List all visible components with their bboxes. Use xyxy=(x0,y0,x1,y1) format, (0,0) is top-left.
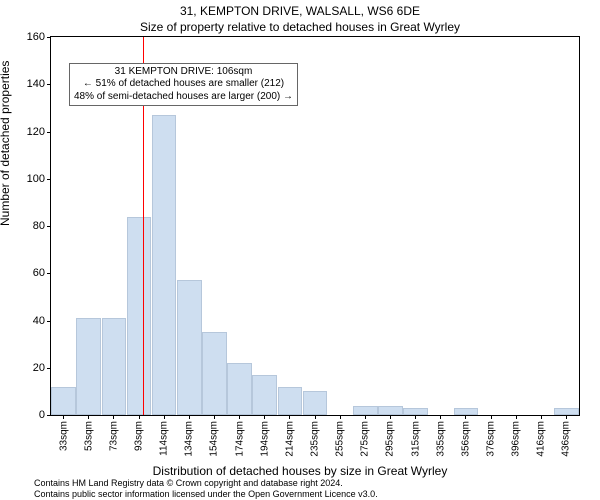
x-tick-mark xyxy=(139,415,140,419)
histogram-bar xyxy=(454,408,479,415)
histogram-bar xyxy=(102,318,127,415)
histogram-bar xyxy=(252,375,277,415)
y-tick-label: 20 xyxy=(33,362,45,374)
x-tick-mark xyxy=(289,415,290,419)
x-tick-mark xyxy=(465,415,466,419)
x-tick-mark xyxy=(365,415,366,419)
y-axis-label: Number of detached properties xyxy=(0,61,12,226)
x-tick-label: 114sqm xyxy=(159,421,170,456)
attribution-line: Contains public sector information licen… xyxy=(34,489,378,500)
x-tick-label: 93sqm xyxy=(134,421,145,451)
y-tick-label: 160 xyxy=(27,31,45,43)
x-tick-mark xyxy=(189,415,190,419)
histogram-bar xyxy=(353,406,378,415)
x-tick-label: 255sqm xyxy=(335,421,346,457)
x-tick-mark xyxy=(491,415,492,419)
x-tick-mark xyxy=(566,415,567,419)
y-tick-label: 140 xyxy=(27,78,45,90)
x-tick-label: 396sqm xyxy=(511,421,522,457)
y-tick-label: 80 xyxy=(33,220,45,232)
attribution-text: Contains HM Land Registry data © Crown c… xyxy=(34,478,378,500)
chart-container: 31, KEMPTON DRIVE, WALSALL, WS6 6DE Size… xyxy=(0,0,600,500)
x-tick-label: 194sqm xyxy=(259,421,270,457)
y-tick-mark xyxy=(47,84,51,85)
x-tick-label: 295sqm xyxy=(385,421,396,457)
x-tick-mark xyxy=(415,415,416,419)
y-tick-label: 60 xyxy=(33,267,45,279)
x-tick-label: 53sqm xyxy=(83,421,94,451)
histogram-bar xyxy=(227,363,252,415)
y-tick-mark xyxy=(47,415,51,416)
x-tick-mark xyxy=(541,415,542,419)
annotation-line: 31 KEMPTON DRIVE: 106sqm xyxy=(74,66,293,79)
histogram-bar xyxy=(554,408,579,415)
x-tick-label: 416sqm xyxy=(536,421,547,457)
x-tick-mark xyxy=(63,415,64,419)
y-tick-mark xyxy=(47,273,51,274)
x-tick-mark xyxy=(214,415,215,419)
y-tick-mark xyxy=(47,37,51,38)
y-tick-label: 0 xyxy=(39,409,45,421)
x-tick-mark xyxy=(390,415,391,419)
x-tick-mark xyxy=(113,415,114,419)
x-tick-label: 154sqm xyxy=(209,421,220,457)
x-tick-mark xyxy=(88,415,89,419)
histogram-bar xyxy=(202,332,227,415)
annotation-line: 48% of semi-detached houses are larger (… xyxy=(74,91,293,104)
y-tick-mark xyxy=(47,321,51,322)
y-tick-mark xyxy=(47,226,51,227)
y-tick-label: 100 xyxy=(27,173,45,185)
x-tick-mark xyxy=(340,415,341,419)
x-tick-label: 174sqm xyxy=(234,421,245,457)
x-tick-label: 335sqm xyxy=(435,421,446,457)
x-tick-label: 436sqm xyxy=(561,421,572,457)
x-tick-label: 214sqm xyxy=(284,421,295,457)
histogram-bar xyxy=(177,280,202,415)
histogram-bar xyxy=(303,391,328,415)
x-tick-label: 33sqm xyxy=(58,421,69,451)
x-tick-mark xyxy=(315,415,316,419)
chart-subtitle: Size of property relative to detached ho… xyxy=(0,20,600,34)
x-tick-mark xyxy=(239,415,240,419)
annotation-line: ← 51% of detached houses are smaller (21… xyxy=(74,78,293,91)
y-tick-label: 40 xyxy=(33,315,45,327)
x-tick-label: 315sqm xyxy=(410,421,421,457)
x-tick-label: 356sqm xyxy=(460,421,471,457)
x-tick-label: 376sqm xyxy=(486,421,497,457)
x-tick-mark xyxy=(440,415,441,419)
histogram-bar xyxy=(76,318,101,415)
plot-area: 02040608010012014016033sqm53sqm73sqm93sq… xyxy=(50,36,580,416)
x-tick-label: 275sqm xyxy=(360,421,371,457)
y-tick-mark xyxy=(47,132,51,133)
x-tick-mark xyxy=(264,415,265,419)
annotation-box: 31 KEMPTON DRIVE: 106sqm← 51% of detache… xyxy=(69,63,298,107)
histogram-bar xyxy=(278,387,303,415)
x-tick-mark xyxy=(516,415,517,419)
x-axis-label: Distribution of detached houses by size … xyxy=(0,464,600,478)
histogram-bar xyxy=(152,115,177,415)
attribution-line: Contains HM Land Registry data © Crown c… xyxy=(34,478,378,489)
histogram-bar xyxy=(51,387,76,415)
y-tick-mark xyxy=(47,368,51,369)
chart-title: 31, KEMPTON DRIVE, WALSALL, WS6 6DE xyxy=(0,4,600,18)
histogram-bar xyxy=(403,408,428,415)
x-tick-mark xyxy=(164,415,165,419)
x-tick-label: 134sqm xyxy=(184,421,195,457)
y-tick-label: 120 xyxy=(27,126,45,138)
x-tick-label: 235sqm xyxy=(310,421,321,457)
histogram-bar xyxy=(378,406,403,415)
histogram-bar xyxy=(127,217,152,415)
x-tick-label: 73sqm xyxy=(108,421,119,451)
y-tick-mark xyxy=(47,179,51,180)
